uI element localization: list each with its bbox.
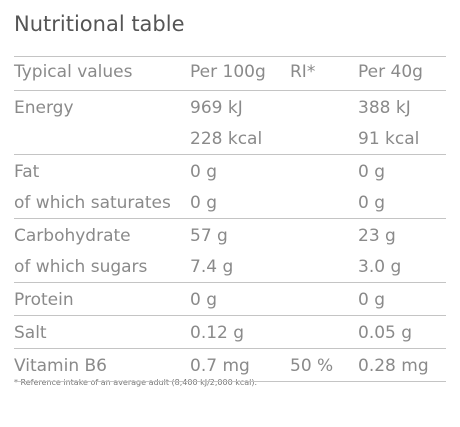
- cell: Vitamin B6: [14, 356, 108, 376]
- cell: 0.28 mg: [358, 356, 429, 376]
- rule: [14, 315, 446, 316]
- cell: 57 g: [190, 226, 228, 246]
- cell: 91 kcal: [358, 129, 420, 149]
- cell: 388 kJ: [358, 98, 411, 118]
- cell: Protein: [14, 290, 74, 310]
- cell: Energy: [14, 98, 74, 118]
- cell: Typical values: [14, 62, 133, 82]
- cell: 23 g: [358, 226, 396, 246]
- cell: 0.05 g: [358, 323, 413, 343]
- cell: 0 g: [358, 290, 386, 310]
- cell: Fat: [14, 162, 40, 182]
- cell: 0 g: [190, 290, 218, 310]
- cell: Carbohydrate: [14, 226, 131, 246]
- cell: 0 g: [190, 162, 218, 182]
- cell: of which sugars: [14, 257, 148, 277]
- rule: [14, 282, 446, 283]
- rule: [14, 154, 446, 155]
- cell: 0 g: [358, 193, 386, 213]
- cell: 7.4 g: [190, 257, 234, 277]
- rule: [14, 90, 446, 91]
- rule: [14, 218, 446, 219]
- cell: 969 kJ: [190, 98, 243, 118]
- cell: 0 g: [190, 193, 218, 213]
- cell: 0.7 mg: [190, 356, 250, 376]
- footnote: * Reference intake of an average adult (…: [14, 378, 258, 387]
- cell: 0.12 g: [190, 323, 245, 343]
- cell: 0 g: [358, 162, 386, 182]
- rule: [14, 56, 446, 57]
- cell: 228 kcal: [190, 129, 263, 149]
- title: Nutritional table: [14, 12, 185, 36]
- cell: of which saturates: [14, 193, 171, 213]
- cell: Salt: [14, 323, 47, 343]
- rule: [14, 381, 446, 382]
- rule: [14, 348, 446, 349]
- cell: Per 40g: [358, 62, 423, 82]
- cell: 3.0 g: [358, 257, 402, 277]
- cell: 50 %: [290, 356, 334, 376]
- cell: RI*: [290, 62, 316, 82]
- cell: Per 100g: [190, 62, 266, 82]
